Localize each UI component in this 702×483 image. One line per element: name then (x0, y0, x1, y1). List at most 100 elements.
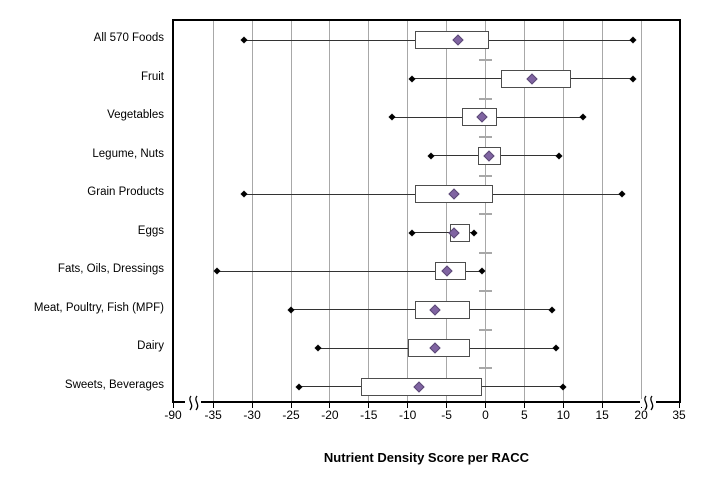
axis-break-icon (185, 394, 201, 411)
max-cap-icon (548, 305, 556, 314)
whisker-right (489, 39, 634, 41)
whisker-left (411, 78, 502, 79)
x-axis-tick (172, 402, 174, 408)
x-tick-label: 15 (595, 408, 609, 422)
axis-break-icon (640, 394, 656, 411)
x-axis-tick (562, 402, 564, 408)
x-axis-tick (368, 402, 370, 408)
x-tick-label: -25 (282, 408, 300, 422)
x-tick-label: -90 (164, 408, 182, 422)
category-label: Vegetables (107, 109, 164, 121)
whisker-right (571, 78, 634, 79)
gridline (601, 21, 603, 401)
whisker-left (411, 232, 451, 233)
x-tick-label: 35 (672, 408, 686, 422)
whisker-left (244, 193, 416, 195)
x-axis-tick (485, 402, 486, 408)
x-tick-label: -15 (360, 408, 378, 422)
x-axis-tick (523, 402, 525, 408)
x-axis-tick (446, 402, 448, 408)
whisker-right (469, 309, 552, 310)
max-cap-icon (618, 190, 626, 198)
whisker-left (392, 116, 463, 118)
max-cap-icon (551, 344, 560, 352)
min-cap-icon (314, 344, 322, 352)
x-tick-label: -35 (204, 408, 222, 422)
whisker-right (481, 386, 564, 387)
iqr-box (415, 31, 490, 49)
min-cap-icon (240, 36, 248, 44)
min-cap-icon (408, 228, 416, 237)
category-tick (479, 290, 492, 293)
whisker-left (244, 39, 416, 41)
plot-area (172, 19, 681, 403)
category-label: Legume, Nuts (92, 147, 164, 160)
x-axis-tick (601, 402, 603, 408)
x-tick-label: -30 (243, 408, 261, 422)
gridline (251, 21, 253, 401)
min-cap-icon (295, 382, 303, 391)
category-label: Sweets, Beverages (64, 378, 164, 391)
min-cap-icon (388, 113, 396, 121)
x-tick-label: 20 (634, 408, 648, 422)
x-tick-label: -10 (399, 408, 417, 422)
category-tick (479, 251, 492, 254)
category-tick (479, 328, 492, 331)
x-tick-label: -5 (441, 408, 452, 422)
gridline (640, 21, 642, 401)
category-label: Fruit (141, 70, 164, 83)
x-axis-tick (290, 402, 292, 408)
x-tick-label: 0 (482, 408, 489, 422)
max-cap-icon (629, 36, 637, 44)
max-cap-icon (629, 74, 637, 83)
whisker-right (493, 193, 622, 195)
min-cap-icon (287, 305, 295, 314)
whisker-right (497, 116, 583, 118)
min-cap-icon (408, 74, 416, 83)
category-tick (479, 136, 492, 139)
category-tick (479, 174, 492, 177)
whisker-left (431, 155, 478, 156)
gridline (290, 21, 292, 401)
category-tick (479, 213, 492, 216)
max-cap-icon (579, 113, 587, 121)
gridline (446, 21, 448, 401)
x-axis-tick (251, 402, 253, 408)
whisker-right (501, 155, 560, 156)
category-tick (479, 59, 492, 62)
gridline (523, 21, 525, 401)
whisker-left (318, 347, 408, 349)
category-label: Meat, Poultry, Fish (MPF) (33, 301, 164, 314)
gridline (407, 21, 409, 401)
x-tick-label: 5 (521, 408, 528, 422)
gridline (329, 21, 331, 401)
gridline (368, 21, 370, 401)
category-tick (479, 97, 492, 100)
max-cap-icon (470, 228, 478, 237)
x-tick-label: 10 (556, 408, 570, 422)
min-cap-icon (213, 267, 221, 275)
gridline (485, 21, 486, 401)
x-axis-tick (678, 402, 680, 408)
iqr-box (415, 300, 470, 319)
x-axis-title: Nutrient Density Score per RACC (323, 450, 530, 465)
whisker-left (298, 386, 361, 387)
x-axis-tick (329, 402, 331, 408)
x-axis-tick (212, 402, 214, 408)
gridline (562, 21, 564, 401)
category-label: Fats, Oils, Dressings (57, 263, 164, 275)
whisker-right (469, 347, 556, 349)
category-label: All 570 Foods (93, 32, 164, 44)
min-cap-icon (427, 151, 435, 160)
x-tick-label: -20 (321, 408, 339, 422)
whisker-left (217, 270, 435, 272)
category-label: Grain Products (87, 186, 164, 198)
category-tick (479, 367, 492, 370)
category-label: Eggs (137, 224, 164, 237)
min-cap-icon (240, 190, 248, 198)
whisker-left (291, 309, 416, 310)
gridline (212, 21, 214, 401)
max-cap-icon (559, 382, 567, 391)
x-axis-tick (407, 402, 409, 408)
